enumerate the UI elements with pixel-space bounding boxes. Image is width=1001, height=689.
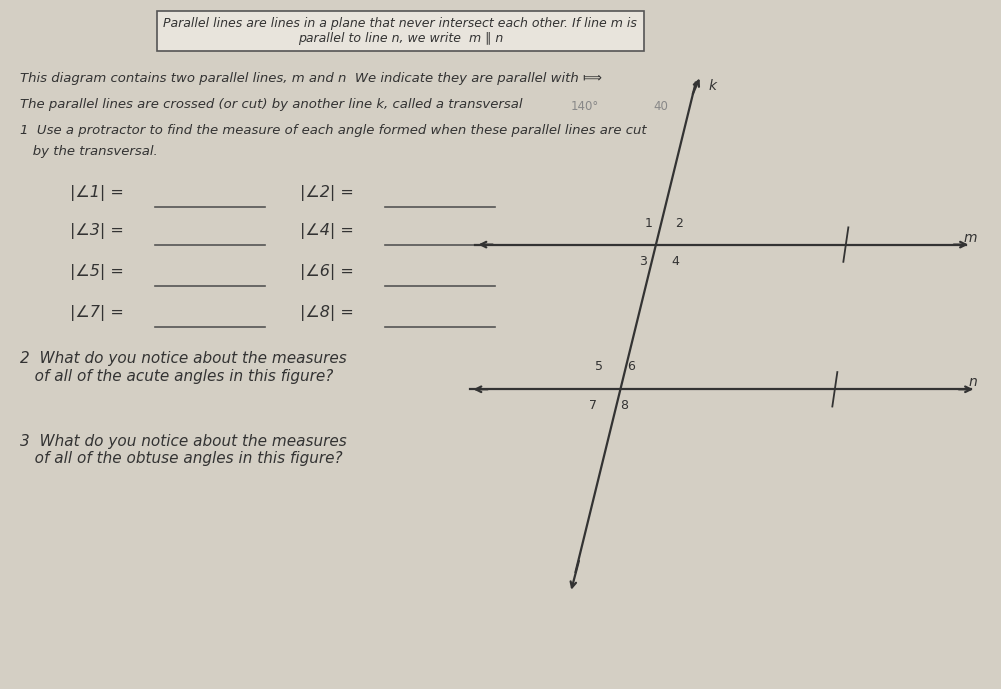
Text: |∠8| =: |∠8| =: [300, 305, 354, 322]
Text: 1: 1: [645, 218, 653, 230]
Text: The parallel lines are crossed (or cut) by another line k, called a transversal: The parallel lines are crossed (or cut) …: [20, 98, 523, 111]
Text: k: k: [709, 79, 717, 93]
Text: 8: 8: [621, 399, 629, 411]
Text: 1  Use a protractor to find the measure of each angle formed when these parallel: 1 Use a protractor to find the measure o…: [20, 124, 647, 137]
Text: |∠6| =: |∠6| =: [300, 264, 354, 280]
Text: |∠2| =: |∠2| =: [300, 185, 354, 201]
Text: |∠7| =: |∠7| =: [70, 305, 124, 322]
Text: 2  What do you notice about the measures
   of all of the acute angles in this f: 2 What do you notice about the measures …: [20, 351, 346, 384]
Text: |∠1| =: |∠1| =: [70, 185, 124, 201]
Text: 3: 3: [639, 256, 647, 268]
Text: This diagram contains two parallel lines, m and n  We indicate they are parallel: This diagram contains two parallel lines…: [20, 72, 602, 85]
Text: 6: 6: [627, 360, 635, 373]
Text: 40: 40: [654, 101, 669, 113]
Text: |∠4| =: |∠4| =: [300, 223, 354, 239]
Text: Parallel lines are lines in a plane that never intersect each other. If line m i: Parallel lines are lines in a plane that…: [163, 17, 638, 45]
Text: 5: 5: [595, 360, 603, 373]
Text: n: n: [969, 376, 978, 389]
Text: 4: 4: [672, 256, 680, 268]
Text: 140°: 140°: [571, 101, 599, 113]
Text: 2: 2: [675, 218, 683, 230]
Text: |∠3| =: |∠3| =: [70, 223, 124, 239]
Text: m: m: [964, 231, 977, 245]
Text: |∠5| =: |∠5| =: [70, 264, 124, 280]
Text: by the transversal.: by the transversal.: [20, 145, 158, 158]
Text: 7: 7: [589, 399, 597, 411]
Text: 3  What do you notice about the measures
   of all of the obtuse angles in this : 3 What do you notice about the measures …: [20, 434, 346, 466]
